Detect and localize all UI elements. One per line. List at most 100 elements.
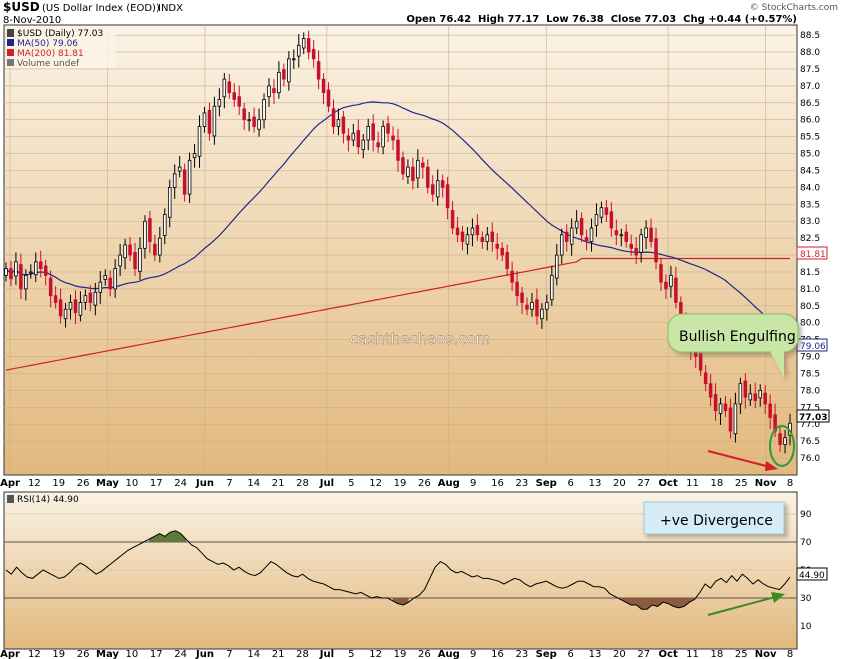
candle bbox=[743, 373, 748, 409]
candle bbox=[292, 49, 296, 69]
candle bbox=[718, 397, 723, 425]
price-tick-label: 79.0 bbox=[800, 353, 820, 363]
x-tick-label: 28 bbox=[296, 478, 309, 489]
x-tick-label: 25 bbox=[735, 478, 748, 489]
candle bbox=[182, 163, 187, 202]
candle bbox=[599, 201, 604, 224]
candle bbox=[346, 128, 351, 152]
candle bbox=[73, 290, 78, 325]
candle bbox=[287, 51, 291, 91]
legend-volume-swatch bbox=[7, 59, 14, 66]
candle bbox=[470, 218, 475, 247]
ma50-tag: 79.06 bbox=[796, 338, 828, 352]
candle bbox=[768, 394, 772, 429]
candle bbox=[361, 133, 366, 159]
candle bbox=[391, 126, 395, 151]
price-y-axis: 76.076.577.077.578.078.579.079.580.080.5… bbox=[800, 31, 820, 464]
rsi-up-arrow bbox=[707, 592, 785, 616]
candle bbox=[545, 294, 549, 321]
x-tick-label: Apr bbox=[0, 478, 20, 489]
candle bbox=[435, 169, 440, 206]
candle bbox=[58, 288, 63, 324]
candle bbox=[207, 102, 212, 141]
candle bbox=[83, 289, 88, 310]
candle bbox=[78, 291, 83, 322]
candle bbox=[515, 270, 519, 306]
price-tick-label: 82.5 bbox=[800, 234, 820, 244]
candle bbox=[624, 224, 629, 248]
price-tick-label: 86.5 bbox=[800, 99, 820, 109]
candle bbox=[569, 218, 574, 256]
x-tick-label: Jul bbox=[319, 478, 334, 489]
legend-price: $USD (Daily) 77.03 bbox=[17, 29, 103, 39]
candle bbox=[48, 270, 53, 308]
price-tick-label: 81.0 bbox=[800, 285, 820, 295]
candle bbox=[723, 396, 728, 417]
candle bbox=[247, 111, 251, 132]
x-tick-label: 13 bbox=[589, 478, 602, 489]
candle bbox=[500, 242, 504, 262]
x-tick-label: 21 bbox=[272, 478, 285, 489]
candle bbox=[460, 225, 465, 251]
ma200-line bbox=[5, 257, 790, 371]
close-tag: 77.03 bbox=[796, 409, 830, 423]
candle bbox=[316, 50, 321, 90]
candle bbox=[311, 39, 316, 68]
x-tick-label: 7 bbox=[226, 649, 232, 659]
candle bbox=[103, 269, 107, 286]
x-tick-label: 11 bbox=[686, 649, 699, 659]
price-tick-label: 76.5 bbox=[800, 437, 820, 447]
x-tick-label: 23 bbox=[516, 478, 529, 489]
svg-text:77.03: 77.03 bbox=[799, 413, 827, 423]
candle bbox=[262, 93, 266, 129]
candle bbox=[535, 288, 539, 325]
candle bbox=[356, 119, 361, 155]
candle bbox=[495, 233, 499, 260]
price-tick-label: 88.5 bbox=[800, 31, 820, 41]
candle bbox=[550, 265, 554, 306]
x-tick-label: Aug bbox=[438, 649, 460, 659]
x-tick-label: Oct bbox=[659, 649, 678, 659]
candle bbox=[108, 270, 112, 297]
candle bbox=[485, 226, 490, 251]
x-tick-label: 10 bbox=[126, 478, 139, 489]
engulfing-highlight bbox=[769, 425, 795, 467]
candle bbox=[326, 82, 331, 113]
x-tick-label: 12 bbox=[369, 649, 382, 659]
x-tick-label: 11 bbox=[686, 478, 699, 489]
candle bbox=[475, 214, 480, 241]
rsi-overbought-fill bbox=[149, 530, 187, 542]
x-tick-label: Jun bbox=[195, 478, 214, 489]
x-tick-label: Oct bbox=[659, 478, 678, 489]
candle bbox=[197, 115, 202, 168]
x-tick-label: 9 bbox=[470, 649, 476, 659]
ma200-tag: 81.81 bbox=[796, 246, 828, 260]
candle bbox=[192, 144, 197, 168]
candle bbox=[187, 152, 192, 203]
price-tick-label: 77.0 bbox=[800, 420, 820, 430]
candle bbox=[634, 237, 638, 264]
candle bbox=[242, 102, 246, 130]
candle bbox=[421, 156, 425, 179]
x-tick-label: 26 bbox=[77, 478, 90, 489]
price-tick-label: 85.5 bbox=[800, 133, 820, 143]
price-panel bbox=[3, 24, 798, 476]
candle bbox=[728, 398, 733, 439]
candle bbox=[227, 74, 232, 99]
candle bbox=[440, 174, 445, 198]
x-tick-label: 10 bbox=[126, 649, 139, 659]
rsi-tick-label: 30 bbox=[800, 594, 812, 604]
candle bbox=[88, 285, 93, 312]
candle bbox=[396, 128, 400, 172]
candle bbox=[411, 157, 415, 190]
x-tick-label: 19 bbox=[394, 478, 407, 489]
candle bbox=[644, 220, 648, 249]
rsi-fills bbox=[149, 530, 695, 610]
candle bbox=[128, 237, 132, 262]
x-tick-label: 21 bbox=[272, 649, 285, 659]
legend-box bbox=[6, 26, 116, 68]
x-tick-label: 16 bbox=[491, 649, 504, 659]
divergence-text: +ve Divergence bbox=[660, 513, 773, 529]
candle bbox=[609, 202, 614, 237]
candle bbox=[93, 282, 98, 316]
